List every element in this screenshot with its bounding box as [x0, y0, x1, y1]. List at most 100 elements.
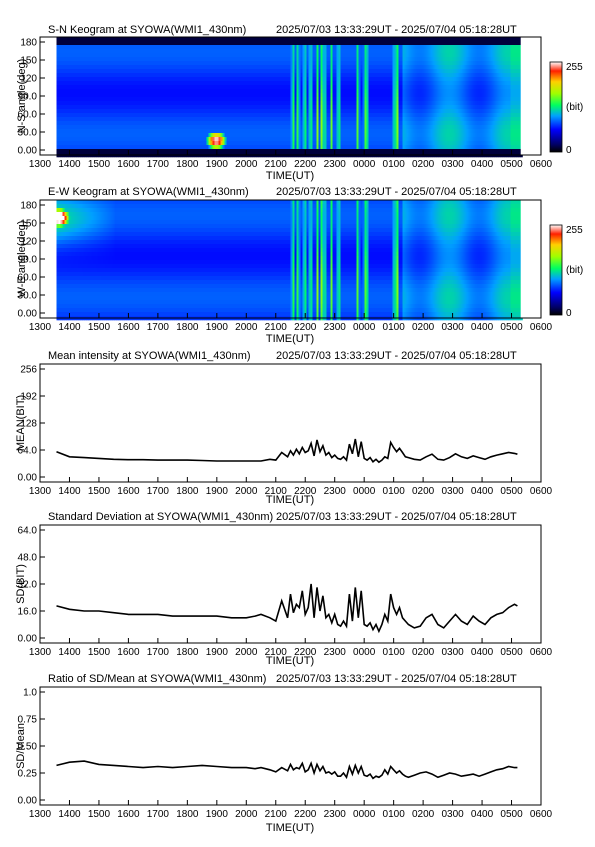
heatmap-cell: [122, 53, 125, 58]
heatmap-cell: [176, 149, 179, 154]
heatmap-cell: [242, 137, 245, 142]
heatmap-cell: [172, 125, 175, 130]
heatmap-cell: [336, 109, 339, 114]
heatmap-cell: [294, 89, 297, 94]
heatmap-cell: [232, 149, 235, 154]
heatmap-cell: [230, 77, 233, 82]
heatmap-cell: [368, 85, 371, 90]
heatmap-cell: [178, 129, 181, 134]
heatmap-cell: [336, 57, 339, 62]
heatmap-cell: [198, 41, 201, 46]
heatmap-cell: [88, 77, 91, 82]
heatmap-cell: [362, 45, 365, 50]
heatmap-cell: [170, 89, 173, 94]
heatmap-cell: [82, 65, 85, 70]
heatmap-cell: [150, 37, 153, 42]
heatmap-cell: [366, 49, 369, 54]
heatmap-cell: [178, 109, 181, 114]
heatmap-cell: [122, 69, 125, 74]
heatmap-cell: [160, 49, 163, 54]
heatmap-cell: [240, 37, 243, 42]
heatmap-cell: [304, 125, 307, 130]
heatmap-cell: [126, 101, 129, 106]
heatmap-cell: [322, 117, 325, 122]
heatmap-cell: [156, 101, 159, 106]
heatmap-cell: [274, 49, 277, 54]
heatmap-cell: [270, 45, 273, 50]
heatmap-cell: [84, 125, 87, 130]
heatmap-cell: [148, 73, 151, 78]
heatmap-cell: [122, 113, 125, 118]
heatmap-cell: [106, 61, 109, 66]
heatmap-cell: [358, 41, 361, 46]
heatmap-cell: [56, 85, 59, 90]
heatmap-cell: [188, 73, 191, 78]
heatmap-cell: [378, 105, 381, 110]
heatmap-cell: [112, 45, 115, 50]
heatmap-cell: [356, 69, 359, 74]
heatmap-cell: [214, 81, 217, 86]
heatmap-cell: [76, 49, 79, 54]
heatmap-cell: [110, 97, 113, 102]
heatmap-cell: [368, 121, 371, 126]
heatmap-cell: [238, 65, 241, 70]
heatmap-cell: [302, 81, 305, 86]
heatmap-cell: [330, 141, 333, 146]
heatmap-cell: [146, 121, 149, 126]
heatmap-cell: [372, 141, 375, 146]
heatmap-cell: [136, 101, 139, 106]
heatmap-cell: [320, 97, 323, 102]
heatmap-cell: [262, 149, 265, 154]
heatmap-cell: [242, 105, 245, 110]
heatmap-cell: [270, 109, 273, 114]
heatmap-cell: [286, 105, 289, 110]
heatmap-cell: [284, 65, 287, 70]
heatmap-cell: [190, 85, 193, 90]
heatmap-cell: [386, 133, 389, 138]
heatmap-cell: [214, 61, 217, 66]
heatmap-cell: [94, 85, 97, 90]
heatmap-cell: [76, 113, 79, 118]
heatmap-cell: [238, 73, 241, 78]
heatmap-cell: [58, 81, 61, 86]
heatmap-cell: [284, 149, 287, 154]
heatmap-cell: [224, 97, 227, 102]
heatmap-cell: [68, 81, 71, 86]
heatmap-cell: [70, 101, 73, 106]
heatmap-cell: [378, 61, 381, 66]
heatmap-cell: [236, 101, 239, 106]
heatmap-cell: [314, 69, 317, 74]
heatmap-cell: [208, 133, 211, 138]
heatmap-cell: [136, 93, 139, 98]
heatmap-cell: [178, 73, 181, 78]
heatmap-cell: [372, 121, 375, 126]
heatmap-cell: [232, 113, 235, 118]
heatmap-cell: [276, 129, 279, 134]
heatmap-cell: [262, 93, 265, 98]
heatmap-cell: [82, 89, 85, 94]
heatmap-cell: [128, 69, 131, 74]
heatmap-cell: [348, 49, 351, 54]
heatmap-cell: [166, 45, 169, 50]
heatmap-cell: [172, 149, 175, 154]
heatmap-cell: [84, 93, 87, 98]
heatmap-cell: [326, 45, 329, 50]
heatmap-cell: [114, 117, 117, 122]
heatmap-cell: [132, 45, 135, 50]
heatmap-cell: [314, 77, 317, 82]
heatmap-cell: [256, 109, 259, 114]
heatmap-cell: [66, 97, 69, 102]
heatmap-cell: [180, 109, 183, 114]
heatmap-cell: [290, 93, 293, 98]
heatmap-cell: [342, 81, 345, 86]
heatmap-cell: [122, 145, 125, 150]
heatmap-cell: [350, 57, 353, 62]
heatmap-cell: [86, 61, 89, 66]
heatmap-cell: [324, 117, 327, 122]
heatmap-cell: [68, 49, 71, 54]
heatmap-cell: [220, 109, 223, 114]
heatmap-cell: [102, 101, 105, 106]
heatmap-cell: [320, 57, 323, 62]
heatmap-cell: [68, 37, 71, 42]
heatmap-cell: [142, 69, 145, 74]
